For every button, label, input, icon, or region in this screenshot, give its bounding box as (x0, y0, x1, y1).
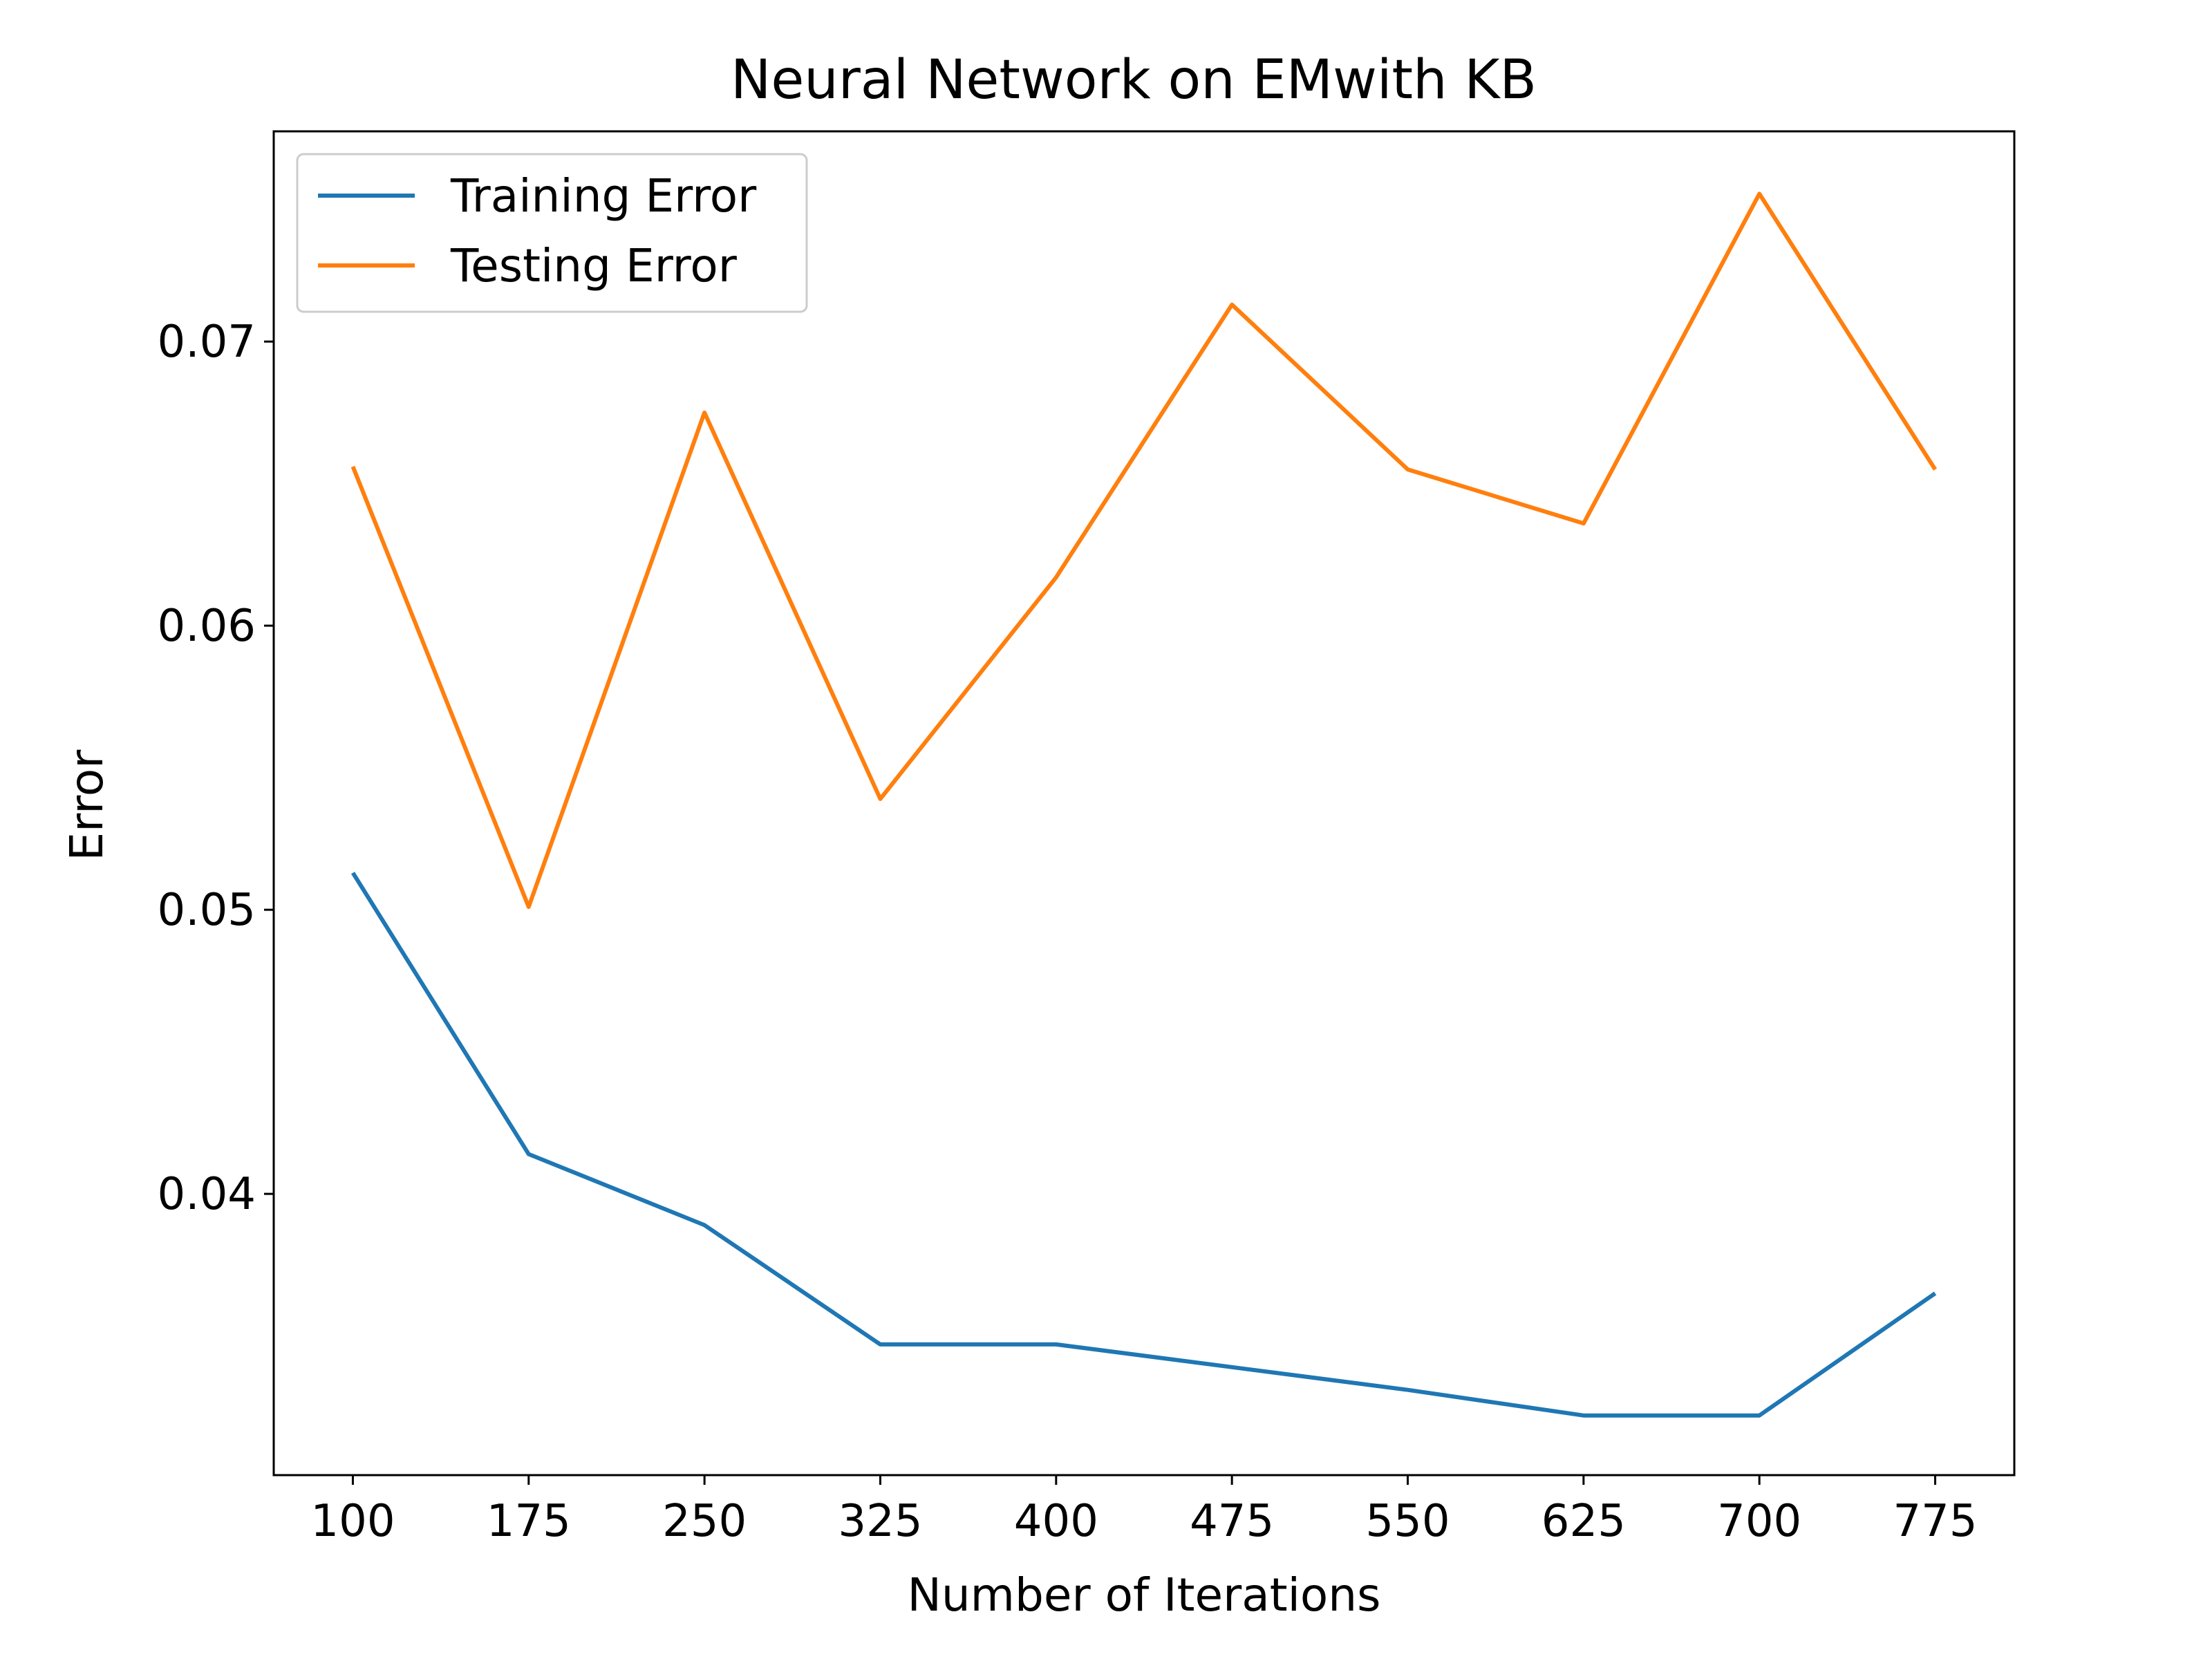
x-tick-label: 325 (838, 1496, 922, 1547)
y-tick-label: 0.07 (158, 317, 256, 368)
y-tick-label: 0.04 (158, 1169, 256, 1220)
legend: Training Error Testing Error (296, 153, 808, 313)
x-tick-label: 625 (1541, 1496, 1626, 1547)
x-axis: 100 175 250 325 400 475 550 625 700 775 (310, 1475, 1978, 1547)
y-tick-label: 0.05 (158, 885, 256, 936)
chart-title: Neural Network on EMwith KB (731, 49, 1537, 111)
x-tick-label: 475 (1190, 1496, 1274, 1547)
x-tick-label: 550 (1365, 1496, 1450, 1547)
series-testing-error (350, 191, 1938, 909)
plot-frame (272, 130, 2016, 1477)
x-tick-label: 700 (1717, 1496, 1801, 1547)
x-tick-label: 175 (487, 1496, 571, 1547)
series-training-error (350, 872, 1937, 1418)
x-tick-label: 400 (1014, 1496, 1098, 1547)
x-tick-label: 775 (1893, 1496, 1977, 1547)
y-axis: 0.04 0.05 0.06 0.07 (158, 317, 274, 1220)
legend-label: Testing Error (450, 239, 738, 292)
x-tick-label: 250 (662, 1496, 747, 1547)
y-axis-label: Error (60, 749, 113, 861)
legend-label: Training Error (450, 169, 757, 223)
series-layer (350, 191, 1938, 1418)
plot-area (274, 131, 2014, 1475)
x-tick-label: 100 (310, 1496, 395, 1547)
x-axis-label: Number of Iterations (907, 1568, 1380, 1622)
legend-box (296, 153, 808, 313)
y-tick-label: 0.06 (158, 601, 256, 652)
series-line (350, 191, 1938, 909)
series-line (350, 872, 1937, 1418)
